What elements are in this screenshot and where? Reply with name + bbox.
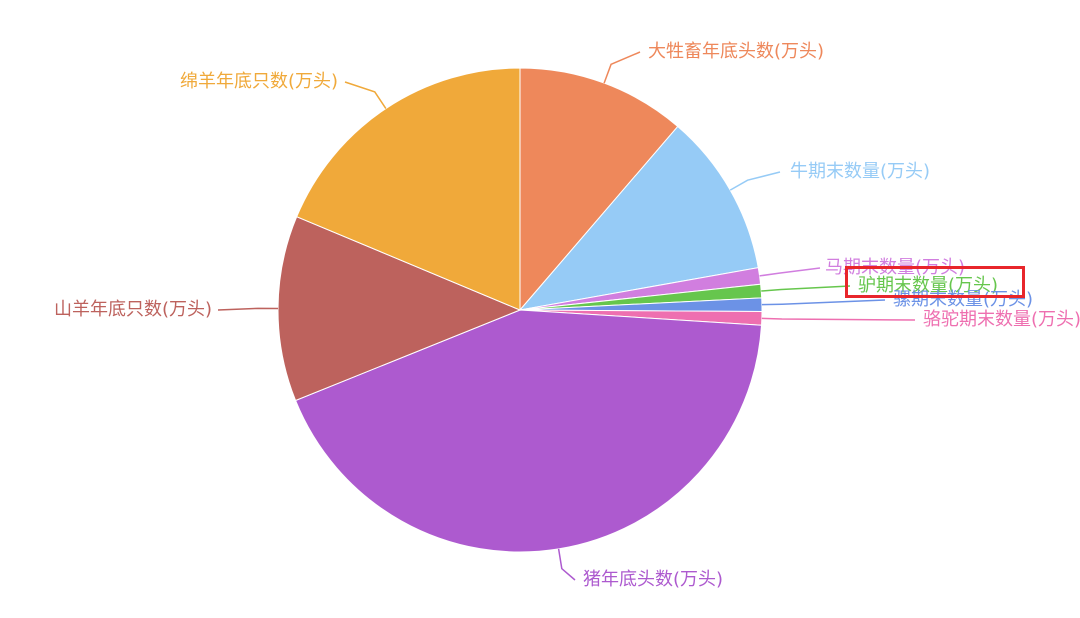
label-line	[759, 267, 821, 277]
label-line	[729, 171, 781, 191]
pie-slice[interactable]	[518, 125, 759, 311]
slice-label: 牛期末数量(万头)	[790, 161, 930, 182]
pie-slice[interactable]	[277, 216, 522, 402]
slice-label: 大牲畜年底头数(万头)	[648, 41, 824, 62]
label-line	[217, 307, 279, 311]
highlight-box	[845, 266, 1025, 298]
pie-slice[interactable]	[294, 309, 763, 553]
label-line	[557, 548, 576, 581]
slice-label: 山羊年底只数(万头)	[54, 299, 212, 320]
slice-label: 驴期末数量(万头)	[858, 275, 998, 296]
slice-label: 绵羊年底只数(万头)	[180, 71, 338, 92]
label-line	[603, 51, 641, 84]
slice-label: 骆驼期末数量(万头)	[923, 309, 1080, 330]
label-line	[761, 285, 851, 292]
label-line	[761, 299, 886, 306]
slice-label: 猪年底头数(万头)	[583, 569, 723, 590]
slice-label: 骡期末数量(万头)	[893, 289, 1033, 310]
label-line	[761, 317, 916, 321]
label-line	[344, 81, 387, 109]
